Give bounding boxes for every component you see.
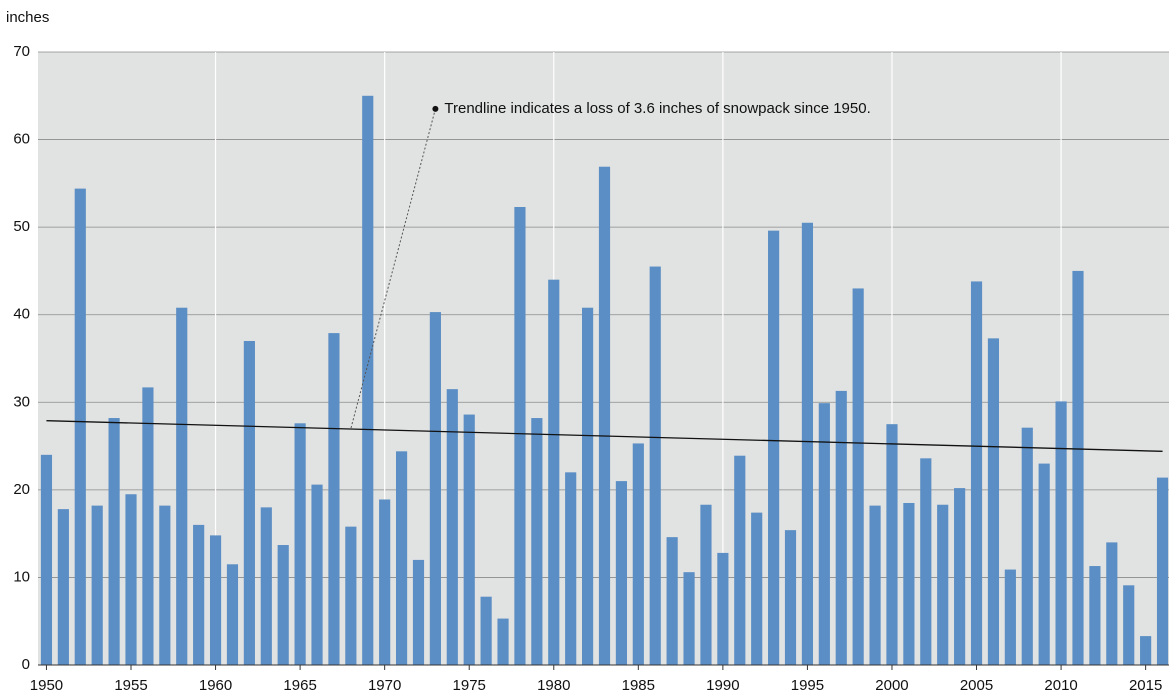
x-tick-label: 1985 xyxy=(622,677,655,694)
trendline xyxy=(46,420,1163,452)
bar xyxy=(193,524,205,665)
bar xyxy=(311,484,323,665)
bar xyxy=(734,455,746,665)
bar xyxy=(683,572,695,665)
annotation-leader xyxy=(350,108,436,429)
y-tick-label: 50 xyxy=(13,218,30,235)
x-tick-label: 2015 xyxy=(1129,677,1162,694)
x-tick-label: 2000 xyxy=(875,677,908,694)
bar xyxy=(835,390,847,665)
bar xyxy=(615,481,627,665)
bar xyxy=(1055,401,1067,665)
bar xyxy=(531,418,543,665)
x-tick-label: 1970 xyxy=(368,677,401,694)
bar xyxy=(1038,463,1050,665)
bar xyxy=(1140,636,1152,665)
bar xyxy=(768,230,780,665)
bar xyxy=(260,507,272,665)
bar xyxy=(243,340,255,665)
bar xyxy=(412,559,425,665)
y-tick-label: 10 xyxy=(13,568,30,585)
bar xyxy=(446,389,458,665)
y-axis-label: inches xyxy=(6,9,49,26)
bar xyxy=(159,505,171,665)
y-tick-label: 70 xyxy=(13,43,30,60)
x-tick-label: 1995 xyxy=(791,677,824,694)
bar xyxy=(209,535,222,665)
bar xyxy=(1021,427,1033,665)
y-tick-label: 60 xyxy=(13,131,30,148)
bar xyxy=(74,188,86,665)
bar xyxy=(666,537,678,665)
bar xyxy=(1089,566,1101,665)
bar xyxy=(379,499,391,665)
bar xyxy=(1156,477,1169,665)
y-tick-label: 40 xyxy=(13,306,30,323)
bar xyxy=(328,333,340,665)
bar xyxy=(970,281,983,665)
bar xyxy=(226,564,239,665)
bar xyxy=(565,472,577,665)
bar xyxy=(142,387,154,665)
bar xyxy=(700,504,712,665)
bar xyxy=(176,307,188,665)
bar xyxy=(632,443,644,665)
bar xyxy=(582,307,594,665)
bar xyxy=(497,618,509,665)
bar xyxy=(818,403,830,665)
bar xyxy=(480,596,492,665)
bar xyxy=(277,545,289,665)
bar xyxy=(801,222,814,665)
bar xyxy=(1106,542,1118,665)
annotation: Trendline indicates a loss of 3.6 inches… xyxy=(444,100,870,117)
bar xyxy=(1072,270,1084,665)
bar xyxy=(784,530,797,665)
bar xyxy=(40,454,53,665)
bar xyxy=(108,418,120,665)
x-tick-label: 1960 xyxy=(199,677,232,694)
bar xyxy=(886,424,898,665)
bar xyxy=(463,414,475,665)
bar xyxy=(869,505,881,665)
x-tick-label: 1955 xyxy=(114,677,147,694)
bar xyxy=(987,338,1000,665)
bar xyxy=(345,526,357,665)
x-tick-label: 2005 xyxy=(960,677,993,694)
bar xyxy=(514,207,526,665)
x-tick-label: 1975 xyxy=(453,677,486,694)
bar xyxy=(852,288,864,665)
bar xyxy=(429,312,441,665)
bar xyxy=(1123,585,1135,665)
bar xyxy=(717,552,729,665)
bar xyxy=(91,505,103,665)
bar xyxy=(649,266,661,665)
bar xyxy=(125,494,137,665)
bar xyxy=(954,488,966,665)
bar xyxy=(937,504,949,665)
bar xyxy=(1004,569,1016,665)
bar xyxy=(903,502,915,665)
x-tick-label: 1950 xyxy=(30,677,63,694)
bar xyxy=(362,95,374,666)
bar xyxy=(598,166,611,665)
bar xyxy=(548,279,560,665)
y-tick-label: 0 xyxy=(22,656,30,673)
x-tick-label: 1980 xyxy=(537,677,570,694)
x-tick-label: 1990 xyxy=(706,677,739,694)
x-tick-label: 1965 xyxy=(283,677,316,694)
bar xyxy=(920,458,932,665)
y-tick-label: 20 xyxy=(13,481,30,498)
bar xyxy=(57,509,69,665)
bar xyxy=(294,423,306,665)
bar xyxy=(395,451,408,665)
bar xyxy=(751,512,763,665)
annotation-dot xyxy=(432,105,439,112)
x-tick-label: 2010 xyxy=(1044,677,1077,694)
y-tick-label: 30 xyxy=(13,393,30,410)
